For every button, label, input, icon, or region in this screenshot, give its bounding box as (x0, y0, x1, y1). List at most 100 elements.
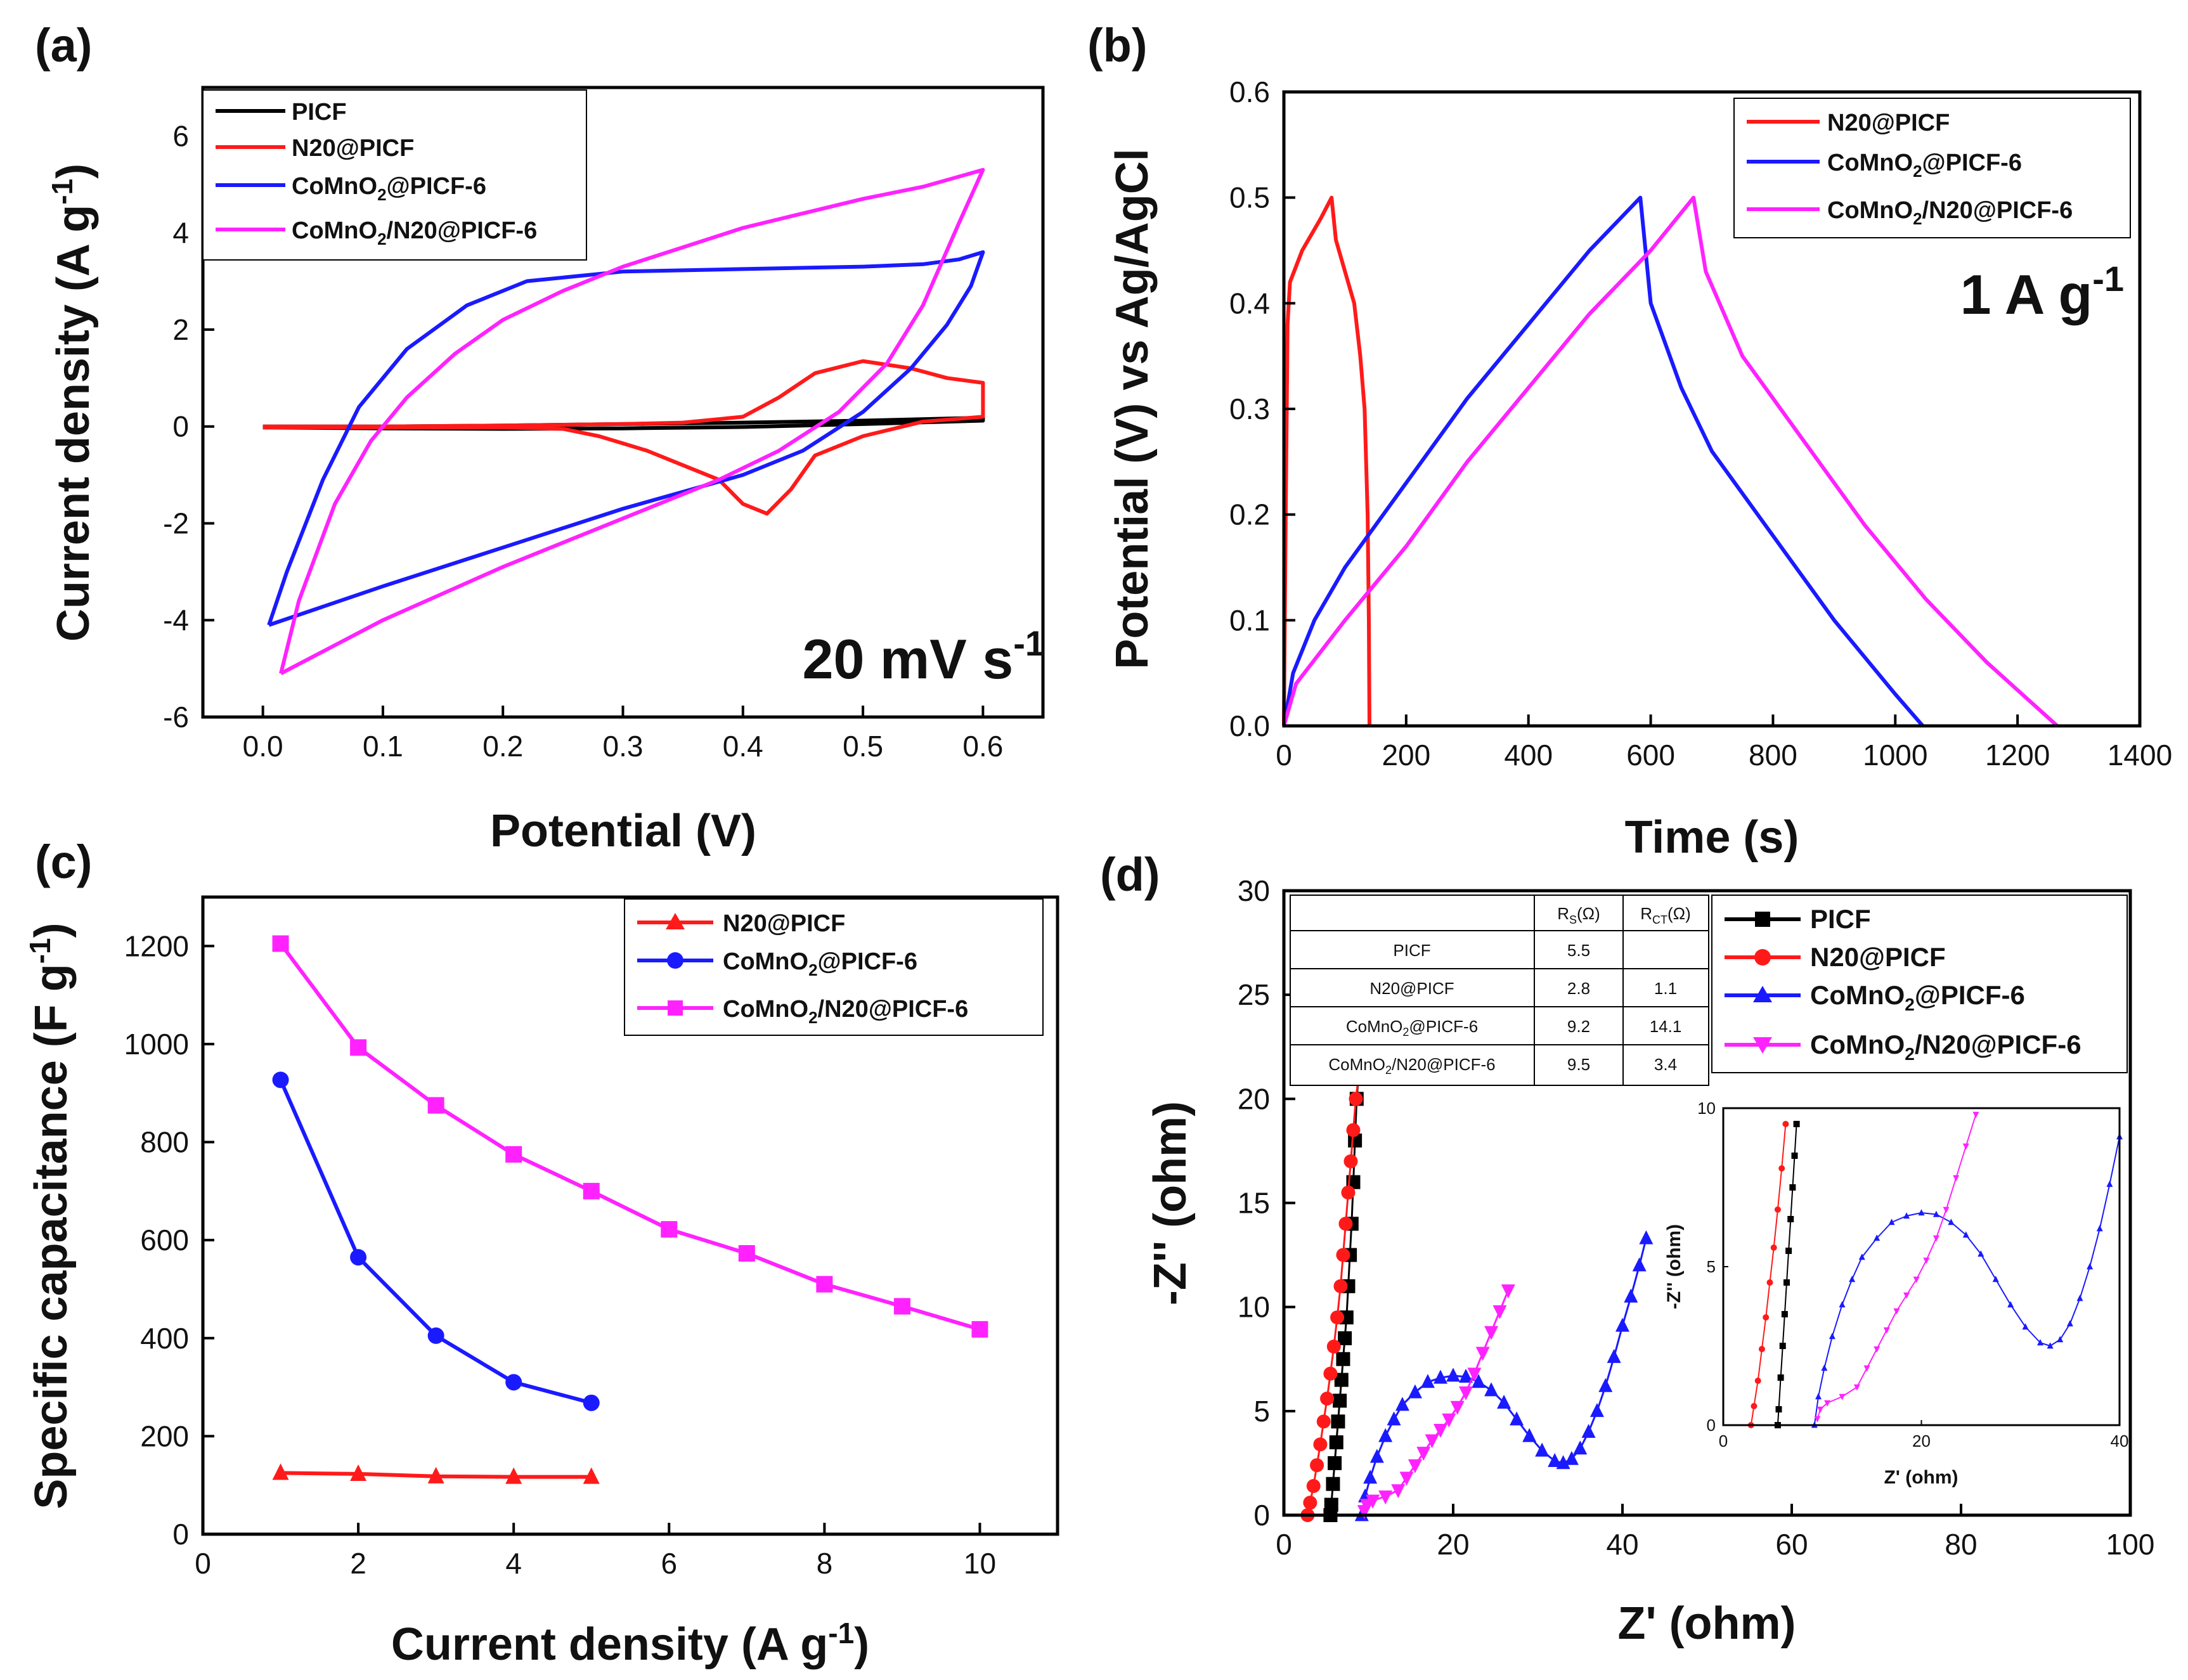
inset-point-comno2-picf-6 (1829, 1333, 1835, 1340)
data-point-d-comno2-picf-6 (1363, 1470, 1378, 1484)
inset-point-comno2-picf-6 (1918, 1209, 1925, 1216)
y-tick-label: 6 (172, 119, 189, 152)
x-tick-label: 0 (195, 1547, 211, 1580)
inset-point-comno2-n20-picf-6 (1953, 1175, 1960, 1182)
data-point-c-comno2-picf-6 (583, 1394, 600, 1411)
data-point-d-n20-picf (1323, 1366, 1338, 1381)
inset-point-comno2-picf-6 (1948, 1218, 1955, 1225)
x-tick-label: 0.4 (723, 730, 763, 763)
panel-label-c: (c) (35, 836, 92, 888)
plot-frame-c (201, 895, 1059, 1536)
legend-item-b-comno2-n20: CoMnO2/N20@PICF-6 (1827, 197, 2073, 228)
legend-item-b-comno2: CoMnO2@PICF-6 (1827, 150, 2022, 181)
data-point-d-comno2-picf-6 (1510, 1411, 1524, 1426)
y-tick-label: 600 (140, 1224, 189, 1257)
data-point-d-comno2-picf-6 (1378, 1428, 1393, 1442)
data-point-d-n20-picf (1326, 1340, 1341, 1354)
legend-marker-c-n20 (666, 913, 685, 929)
y-tick-label: 0.3 (1229, 392, 1270, 425)
y-tick-label: 0.1 (1229, 604, 1270, 636)
inset-point-comno2-picf-6 (1815, 1393, 1822, 1400)
legend-item-d-comno2-n20: CoMnO2/N20@PICF-6 (1810, 1030, 2081, 1064)
resistance-table: RS(Ω) RCT(Ω) PICF 5.5 N20@PICF 2.8 1.1 C… (1290, 895, 1709, 1086)
x-tick-label: 20 (1912, 1431, 1931, 1451)
inset-point-n20-picf (1751, 1403, 1758, 1409)
data-point-d-comno2-n20-picf-6 (1425, 1434, 1439, 1449)
data-point-d-comno2-n20-picf-6 (1475, 1347, 1490, 1361)
legend-item-d-comno2: CoMnO2@PICF-6 (1810, 980, 2025, 1014)
data-point-d-picf (1336, 1352, 1350, 1366)
inset-x-label: Z' (ohm) (1884, 1467, 1958, 1488)
table-header-rct: RCT(Ω) (1640, 904, 1691, 926)
data-point-d-comno2-n20-picf-6 (1433, 1424, 1447, 1438)
legend-item-d-n20: N20@PICF (1810, 942, 1946, 972)
data-point-d-comno2-n20-picf-6 (1467, 1367, 1482, 1382)
data-point-c-comno2-picf-6 (350, 1249, 367, 1266)
x-tick-label: 0 (1719, 1431, 1728, 1451)
data-point-d-comno2-n20-picf-6 (1391, 1484, 1406, 1499)
inset-point-picf (1793, 1121, 1800, 1127)
x-tick-label: 60 (1775, 1528, 1808, 1561)
x-tick-label: 1000 (1863, 739, 1927, 772)
inset-point-picf (1777, 1374, 1784, 1381)
inset-point-picf (1785, 1248, 1792, 1254)
x-tick-label: 10 (964, 1547, 996, 1580)
data-point-d-comno2-picf-6 (1433, 1369, 1447, 1384)
data-point-d-picf (1326, 1476, 1340, 1491)
data-point-d-n20-picf (1320, 1392, 1335, 1406)
table-row-label: PICF (1393, 941, 1430, 960)
x-axis-label-c: Current density (A g-1) (391, 1617, 869, 1670)
y-tick-label: -6 (163, 701, 189, 733)
y-tick-label: 10 (1238, 1291, 1270, 1324)
inset-point-picf (1787, 1216, 1794, 1222)
legend-marker-c-comno2 (667, 952, 683, 969)
data-point-d-n20-picf (1346, 1123, 1361, 1137)
inset-point-n20-picf (1758, 1346, 1765, 1352)
data-point-d-n20-picf (1341, 1186, 1356, 1200)
data-point-d-comno2-picf-6 (1522, 1428, 1537, 1442)
table-cell: 2.8 (1567, 979, 1590, 998)
data-point-d-comno2-n20-picf-6 (1450, 1400, 1465, 1415)
inset-plot: 0 20 40 0 5 10 Z' (ohm) -Z'' (ohm) (1664, 1099, 2128, 1488)
inset-point-n20-picf (1774, 1206, 1781, 1213)
series-c-comno2-picf-6 (278, 1079, 592, 1405)
legend-item-c-n20: N20@PICF (723, 910, 845, 937)
inset-series-n20-picf (1750, 1123, 1787, 1426)
y-tick-label: -2 (163, 507, 189, 540)
data-point-d-picf (1324, 1497, 1338, 1512)
series-a-comno2-picf-6 (267, 250, 985, 627)
x-tick-label: 4 (505, 1547, 522, 1580)
data-point-d-comno2-n20-picf-6 (1459, 1386, 1473, 1400)
y-tick-label: 5 (1707, 1257, 1716, 1276)
data-point-d-comno2-picf-6 (1484, 1382, 1499, 1397)
data-point-d-comno2-picf-6 (1556, 1455, 1570, 1470)
inset-point-comno2-picf-6 (1992, 1276, 1999, 1283)
legend-c: N20@PICF CoMnO2@PICF-6 CoMnO2/N20@PICF-6 (624, 898, 1044, 1036)
inset-point-n20-picf (1754, 1378, 1761, 1384)
y-tick-label: 0.4 (1229, 287, 1270, 320)
data-point-d-comno2-picf-6 (1598, 1378, 1613, 1392)
inset-y-label: -Z'' (ohm) (1664, 1224, 1685, 1309)
data-point-d-comno2-n20-picf-6 (1442, 1413, 1456, 1428)
inset-point-comno2-picf-6 (2057, 1336, 2064, 1343)
inset-point-comno2-picf-6 (2087, 1263, 2094, 1270)
data-point-d-n20-picf (1338, 1217, 1353, 1231)
inset-point-n20-picf (1778, 1165, 1785, 1172)
inset-point-comno2-picf-6 (1903, 1212, 1910, 1219)
data-point-d-n20-picf (1330, 1310, 1345, 1325)
legend-marker-d-comno2-n20 (1753, 1037, 1772, 1054)
inset-point-comno2-n20-picf-6 (1903, 1292, 1910, 1299)
legend-item-picf: PICF (292, 99, 347, 126)
x-tick-label: 100 (2106, 1528, 2155, 1561)
y-tick-label: 0.6 (1229, 75, 1270, 108)
x-tick-label: 800 (1749, 739, 1797, 772)
data-point-d-comno2-picf-6 (1632, 1257, 1647, 1272)
condition-label-a: 20 mV s-1 (803, 623, 1045, 690)
y-tick-label: 1000 (124, 1028, 189, 1061)
x-tick-label: 40 (1606, 1528, 1638, 1561)
data-point-d-comno2-picf-6 (1459, 1369, 1473, 1383)
legend-item-n20: N20@PICF (292, 135, 414, 162)
data-point-c-comno2-n20-picf-6 (427, 1097, 444, 1114)
inset-point-comno2-picf-6 (2106, 1180, 2113, 1187)
